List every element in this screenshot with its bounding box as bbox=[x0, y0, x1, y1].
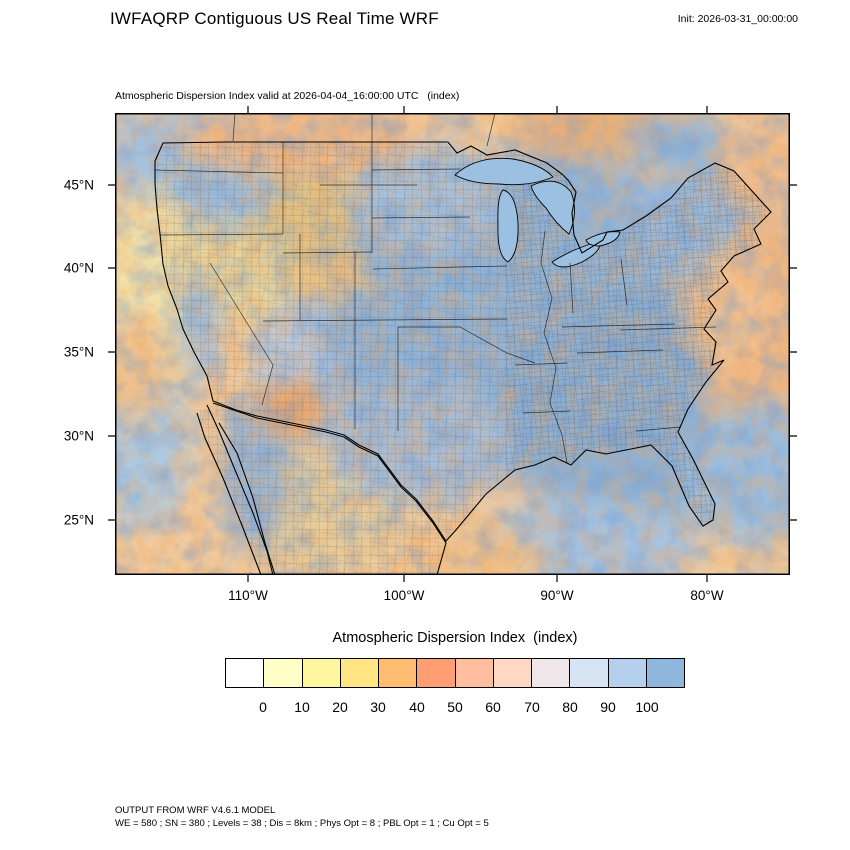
colorbar-tick-label: 20 bbox=[332, 699, 348, 715]
init-timestamp: Init: 2026-03-31_00:00:00 bbox=[677, 13, 798, 25]
colorbar-tick-label: 40 bbox=[409, 699, 425, 715]
colorbar-cell bbox=[569, 659, 608, 687]
colorbar-tick-label: 50 bbox=[447, 699, 463, 715]
colorbar-tick-label: 80 bbox=[562, 699, 578, 715]
colorbar-tick-label: 10 bbox=[294, 699, 310, 715]
colorbar-cell bbox=[339, 659, 378, 687]
colorbar-cell bbox=[226, 659, 264, 687]
colorbar-cell bbox=[645, 659, 684, 687]
footer-line2: WE = 580 ; SN = 380 ; Levels = 38 ; Dis … bbox=[115, 817, 489, 829]
us-dispersion-map bbox=[108, 106, 797, 582]
colorbar bbox=[225, 658, 685, 688]
footer-line1: OUTPUT FROM WRF V4.6.1 MODEL bbox=[115, 805, 276, 816]
map-container bbox=[108, 106, 797, 582]
longitude-axis: 110°W 100°W 90°W 80°W bbox=[115, 588, 790, 608]
lon-tick-label: 110°W bbox=[228, 588, 268, 603]
state-boundaries bbox=[154, 113, 717, 464]
lat-tick-label: 45°N bbox=[63, 177, 94, 193]
lon-tick-label: 80°W bbox=[690, 588, 724, 603]
national-borders bbox=[154, 141, 772, 575]
colorbar-cell bbox=[378, 659, 417, 687]
map-frame-border bbox=[115, 113, 790, 575]
great-lakes bbox=[454, 157, 621, 268]
colorbar-cell bbox=[263, 659, 302, 687]
lat-tick-label: 35°N bbox=[63, 344, 94, 360]
colorbar-tick-label: 0 bbox=[259, 699, 267, 715]
map-subtitle: Atmospheric Dispersion Index valid at 20… bbox=[115, 90, 460, 102]
colorbar-tick-label: 90 bbox=[600, 699, 616, 715]
colorbar-cell bbox=[301, 659, 340, 687]
lon-tick-label: 90°W bbox=[540, 588, 574, 603]
colorbar-tick-label: 60 bbox=[485, 699, 501, 715]
lat-tick-label: 40°N bbox=[63, 260, 94, 276]
axis-ticks bbox=[108, 106, 797, 582]
colorbar-cell bbox=[454, 659, 493, 687]
colorbar-tick-label: 70 bbox=[524, 699, 540, 715]
colorbar-title: Atmospheric Dispersion Index (index) bbox=[332, 630, 578, 646]
latitude-axis: 45°N 40°N 35°N 30°N 25°N bbox=[40, 0, 96, 600]
colorbar-tick-label: 30 bbox=[370, 699, 386, 715]
lat-tick-label: 30°N bbox=[63, 428, 94, 444]
colorbar-cell bbox=[531, 659, 570, 687]
colorbar-tick-labels: 0 10 20 30 40 50 60 70 80 90 100 bbox=[225, 699, 685, 719]
colorbar-tick-label: 100 bbox=[635, 699, 659, 715]
colorbar-cell bbox=[416, 659, 455, 687]
page-title: IWFAQRP Contiguous US Real Time WRF bbox=[110, 9, 439, 28]
footer-notes: OUTPUT FROM WRF V4.6.1 MODEL WE = 580 ; … bbox=[115, 805, 489, 830]
lon-tick-label: 100°W bbox=[383, 588, 425, 603]
colorbar-cell bbox=[607, 659, 646, 687]
colorbar-cell bbox=[492, 659, 531, 687]
lat-tick-label: 25°N bbox=[63, 512, 94, 528]
